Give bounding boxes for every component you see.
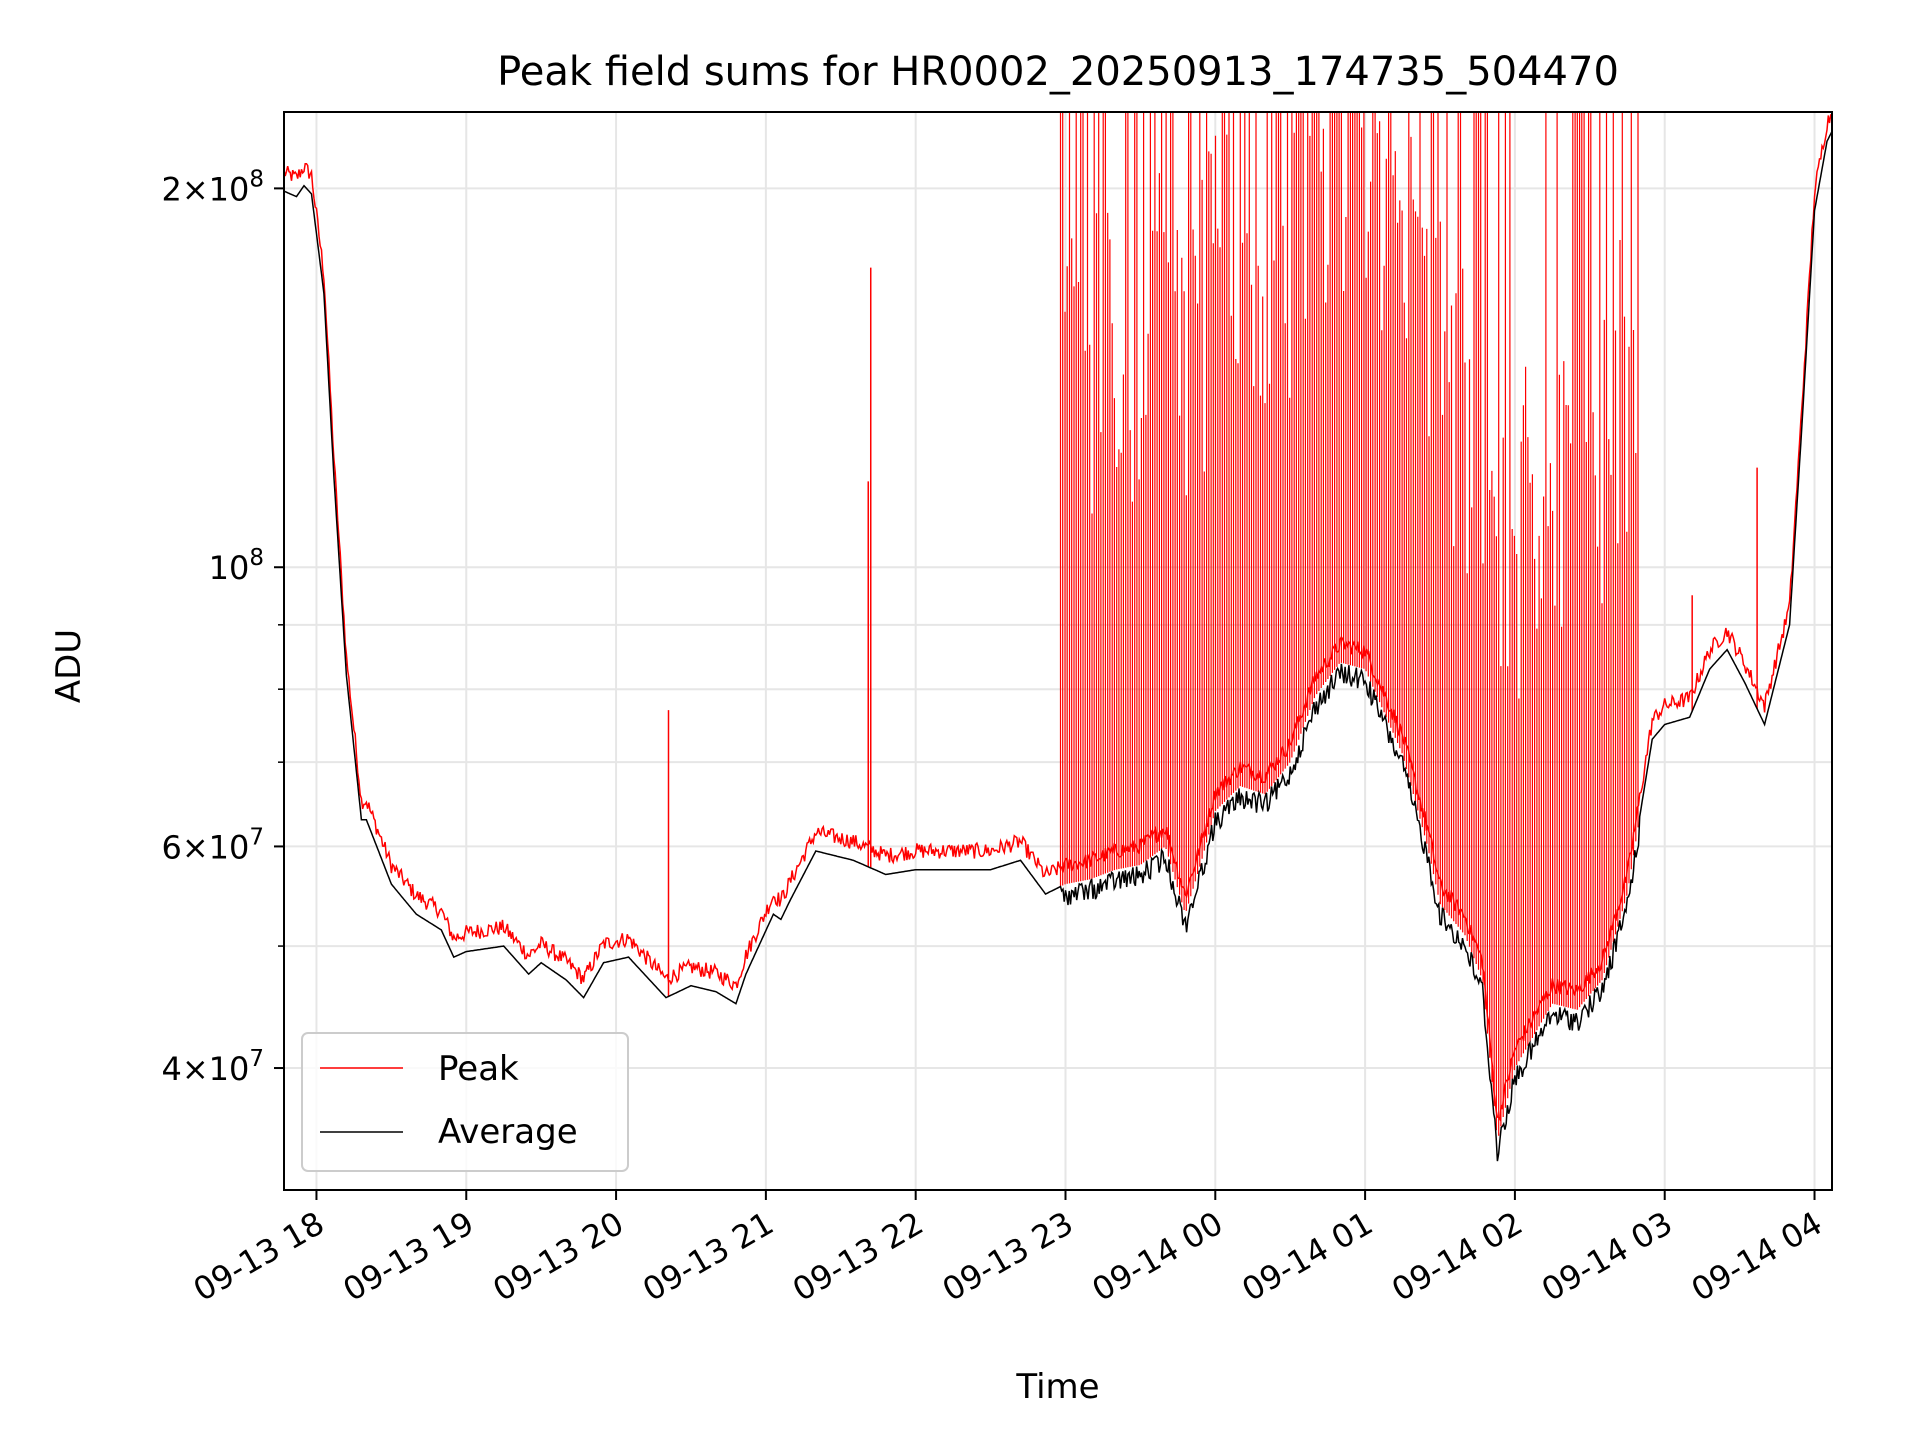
- series-peak: [283, 112, 1833, 1136]
- y-tick-label: 108: [209, 545, 264, 587]
- average-line: [283, 130, 1833, 1162]
- series-average: [283, 130, 1833, 1162]
- grid-lines: [284, 112, 1832, 1190]
- y-axis-label: ADU: [49, 629, 89, 703]
- peak-spike-band: [1059, 112, 1639, 1136]
- x-axis-label: Time: [1015, 1367, 1099, 1407]
- y-tick-label: 4×107: [161, 1046, 264, 1088]
- peak-line: [283, 114, 1833, 1122]
- y-tick-label: 2×108: [161, 166, 264, 208]
- legend: Peak Average: [301, 1032, 629, 1172]
- legend-peak-label: Peak: [438, 1049, 519, 1089]
- y-axis-ticks: 4×107 6×107 108 2×108: [161, 166, 284, 1088]
- legend-average-label: Average: [438, 1112, 578, 1152]
- plot-frame: [283, 111, 1833, 1191]
- y-tick-label: 6×107: [161, 824, 264, 866]
- chart-title: Peak field sums for HR0002_20250913_1747…: [497, 49, 1619, 95]
